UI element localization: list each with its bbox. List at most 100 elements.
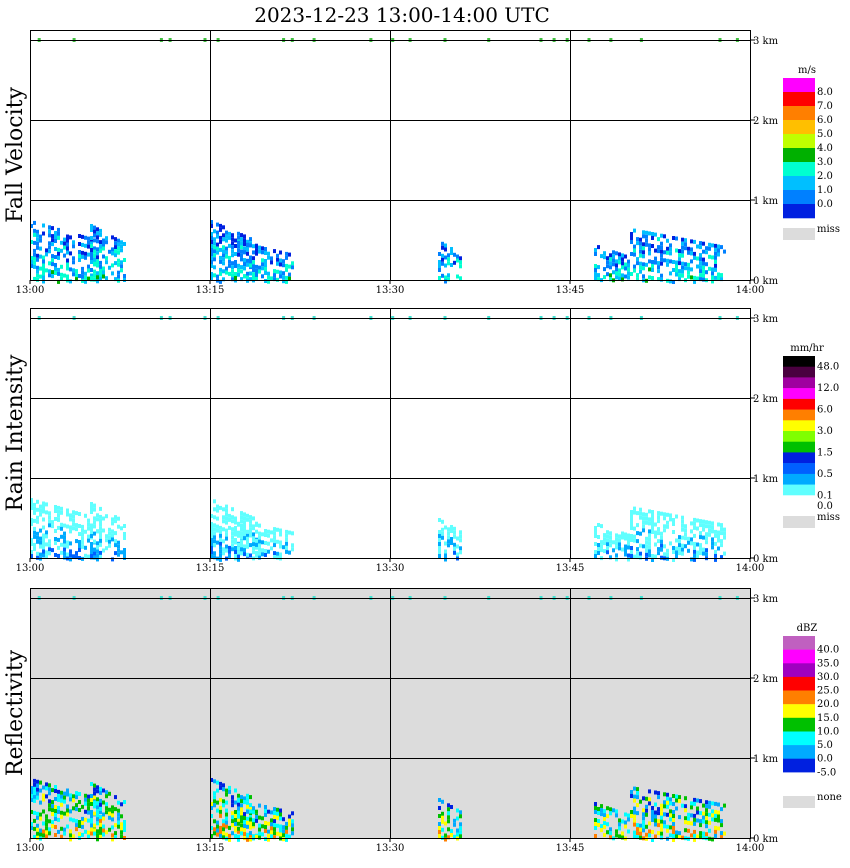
echo-pixel: [243, 832, 246, 837]
echo-pixel: [90, 526, 93, 530]
echo-pixel: [693, 801, 696, 806]
echo-pixel: [636, 835, 639, 840]
echo-pixel: [213, 831, 216, 836]
echo-pixel: [219, 267, 222, 272]
echo-pixel: [669, 825, 672, 830]
echo-pixel: [612, 254, 615, 259]
echo-pixel: [93, 539, 96, 544]
echo-pixel: [642, 808, 645, 813]
echo-pixel: [54, 255, 57, 259]
echo-pixel: [114, 261, 117, 266]
echo-pixel: [225, 266, 228, 271]
echo-pixel: [30, 822, 33, 826]
echo-pixel: [123, 274, 126, 278]
echo-pixel: [276, 277, 279, 282]
precip-echoes: [30, 498, 726, 562]
echo-pixel: [210, 252, 213, 256]
echo-pixel: [438, 252, 441, 256]
echo-pixel: [252, 834, 255, 839]
echo-pixel: [672, 522, 675, 526]
echo-pixel: [642, 246, 645, 251]
echo-pixel: [438, 798, 441, 802]
echo-pixel: [663, 512, 666, 517]
echo-pixel: [291, 823, 294, 828]
echo-pixel: [93, 277, 96, 282]
colorbar-swatch: [783, 745, 815, 759]
echo-pixel: [81, 532, 84, 537]
echo-pixel: [93, 261, 96, 266]
echo-pixel: [276, 269, 279, 274]
echo-pixel: [255, 272, 258, 277]
echo-pixel: [213, 523, 216, 528]
echo-pixel: [267, 829, 270, 834]
echo-pixel: [99, 514, 102, 519]
echo-pixel: [117, 552, 120, 557]
echo-pixel: [603, 251, 606, 256]
colorbar-swatch: [783, 473, 815, 485]
echo-pixel: [609, 265, 612, 270]
echo-pixel: [657, 265, 660, 270]
echo-pixel: [33, 502, 36, 507]
echo-pixel: [639, 515, 642, 520]
echo-pixel: [666, 238, 669, 243]
echo-pixel: [81, 804, 84, 809]
echo-pixel: [642, 254, 645, 259]
echo-pixel: [33, 542, 36, 547]
echo-pixel: [699, 835, 702, 840]
echo-pixel: [30, 522, 33, 526]
echo-pixel: [231, 799, 234, 804]
echo-pixel: [30, 798, 33, 802]
colorbar-label: 3.0: [817, 426, 833, 437]
echo-pixel: [228, 259, 231, 264]
echo-pixel: [678, 535, 681, 540]
echo-pixel: [687, 536, 690, 541]
echo-pixel: [639, 511, 642, 516]
echo-pixel: [114, 795, 117, 800]
height-tick-label: 0 km: [753, 554, 779, 565]
echo-pixel: [633, 554, 636, 559]
echo-pixel: [636, 531, 639, 536]
echo-pixel: [612, 262, 615, 267]
echo-pixel: [33, 276, 36, 281]
echo-pixel: [693, 833, 696, 838]
echo-pixel: [645, 238, 648, 243]
echo-pixel: [243, 824, 246, 829]
echo-pixel: [105, 546, 108, 551]
echo-pixel: [93, 555, 96, 560]
echo-pixel: [51, 274, 54, 279]
echo-pixel: [270, 830, 273, 835]
echo-pixel: [711, 537, 714, 542]
echo-pixel: [627, 275, 630, 280]
echo-pixel: [453, 534, 456, 539]
echo-pixel: [237, 252, 240, 257]
echo-pixel: [36, 519, 39, 524]
echo-pixel: [213, 535, 216, 540]
echo-pixel: [60, 272, 63, 277]
echo-pixel: [270, 810, 273, 815]
echo-pixel: [114, 519, 117, 524]
echo-pixel: [657, 237, 660, 242]
echo-pixel: [654, 802, 657, 807]
echo-pixel: [213, 515, 216, 520]
echo-pixel: [657, 823, 660, 828]
echo-pixel: [72, 794, 75, 799]
echo-pixel: [687, 820, 690, 825]
echo-pixel: [279, 832, 282, 837]
echo-pixel: [630, 546, 633, 550]
echo-pixel: [684, 816, 687, 821]
echo-pixel: [636, 791, 639, 796]
echo-pixel: [657, 527, 660, 532]
echo-pixel: [699, 253, 702, 258]
echo-pixel: [39, 266, 42, 271]
echo-pixel: [660, 253, 663, 258]
echo-pixel: [249, 259, 252, 264]
echo-pixel: [45, 502, 48, 507]
echo-pixel: [657, 511, 660, 516]
echo-pixel: [117, 812, 120, 817]
echo-pixel: [237, 802, 240, 807]
echo-pixel: [39, 238, 42, 243]
echo-pixel: [114, 249, 117, 254]
echo-pixel: [78, 800, 81, 804]
echo-pixel: [96, 789, 99, 794]
echo-pixel: [714, 529, 717, 534]
